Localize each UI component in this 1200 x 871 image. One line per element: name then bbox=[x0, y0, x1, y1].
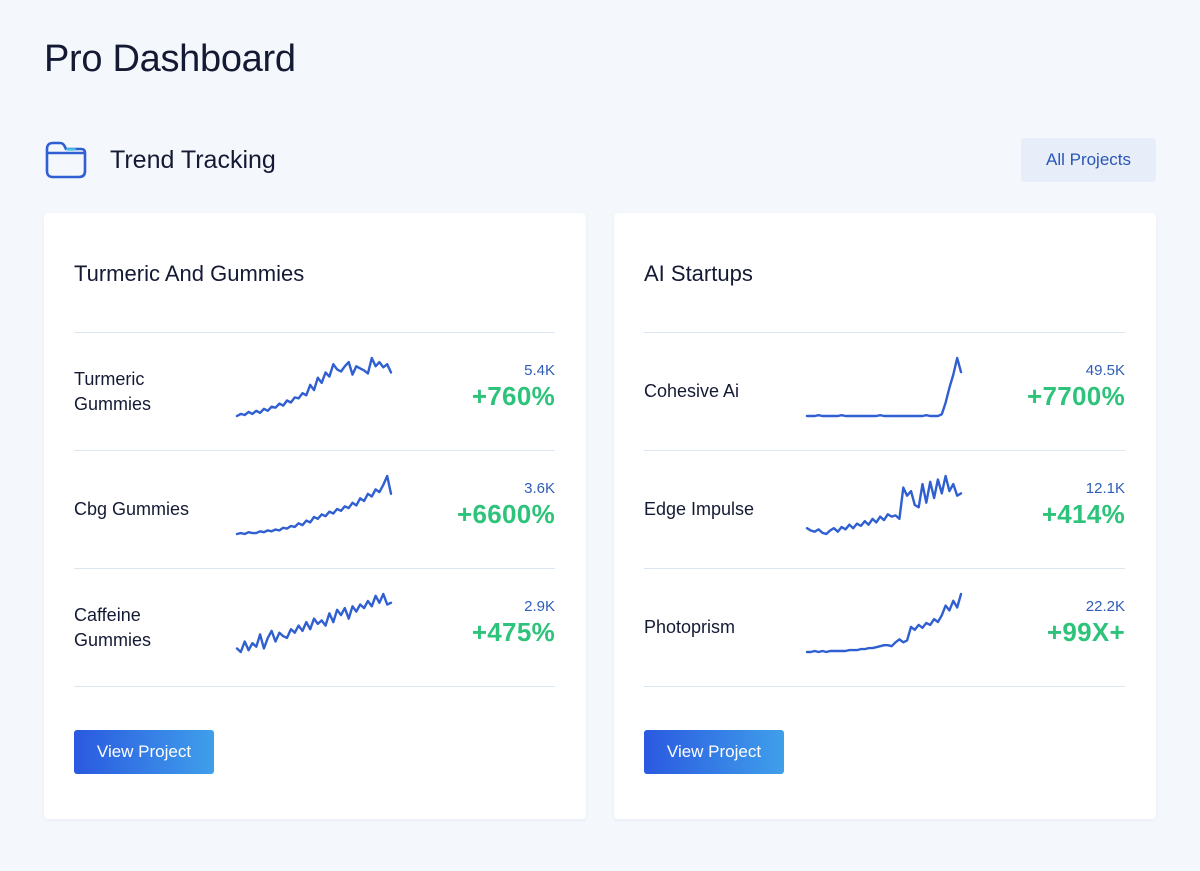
growth-percent: +99X+ bbox=[1046, 616, 1125, 647]
project-card: AI Startups Cohesive Ai 49.5K +7700% Edg… bbox=[614, 213, 1156, 819]
trend-list: Cohesive Ai 49.5K +7700% Edge Impulse 12… bbox=[644, 332, 1125, 687]
trend-values: 3.6K +6600% bbox=[457, 480, 555, 530]
folder-icon bbox=[44, 140, 88, 180]
project-title: Turmeric And Gummies bbox=[74, 261, 305, 286]
search-volume: 12.1K bbox=[1085, 479, 1125, 497]
trend-values: 22.2K +99X+ bbox=[1047, 598, 1125, 648]
trend-row[interactable]: Photoprism 22.2K +99X+ bbox=[644, 569, 1125, 687]
page-title: Pro Dashboard bbox=[44, 38, 296, 80]
trend-name: Photoprism bbox=[644, 617, 736, 637]
growth-percent: +760% bbox=[471, 380, 555, 411]
trend-row[interactable]: Cohesive Ai 49.5K +7700% bbox=[644, 333, 1125, 451]
trend-row[interactable]: Caffeine Gummies 2.9K +475% bbox=[74, 569, 555, 687]
trend-values: 5.4K +760% bbox=[472, 362, 555, 412]
trend-values: 2.9K +475% bbox=[472, 598, 555, 648]
sparkline-chart bbox=[805, 356, 963, 418]
trend-name: Cohesive Ai bbox=[644, 381, 740, 401]
view-project-button[interactable]: View Project bbox=[74, 730, 214, 774]
project-title: AI Startups bbox=[644, 261, 753, 286]
section-title: Trend Tracking bbox=[110, 145, 276, 174]
sparkline-chart bbox=[805, 592, 963, 654]
trend-row[interactable]: Cbg Gummies 3.6K +6600% bbox=[74, 451, 555, 569]
growth-percent: +6600% bbox=[457, 498, 555, 529]
trend-values: 49.5K +7700% bbox=[1027, 362, 1125, 412]
trend-name: Edge Impulse bbox=[644, 499, 755, 519]
trend-list: Turmeric Gummies 5.4K +760% Cbg Gummies … bbox=[74, 332, 555, 687]
growth-percent: +414% bbox=[1041, 498, 1125, 529]
sparkline-chart bbox=[235, 592, 393, 654]
search-volume: 3.6K bbox=[524, 479, 555, 497]
trend-row[interactable]: Turmeric Gummies 5.4K +760% bbox=[74, 333, 555, 451]
section-header: Trend Tracking All Projects bbox=[44, 138, 1156, 182]
trend-name: Caffeine Gummies bbox=[74, 604, 152, 650]
sparkline-chart bbox=[235, 356, 393, 418]
growth-percent: +475% bbox=[471, 616, 555, 647]
search-volume: 49.5K bbox=[1085, 361, 1125, 379]
search-volume: 5.4K bbox=[524, 361, 555, 379]
search-volume: 22.2K bbox=[1085, 597, 1125, 615]
sparkline-series bbox=[805, 592, 963, 654]
sparkline-series bbox=[235, 474, 393, 536]
sparkline-chart bbox=[805, 474, 963, 536]
sparkline-series bbox=[235, 356, 393, 418]
trend-name: Cbg Gummies bbox=[74, 499, 190, 519]
sparkline-series bbox=[805, 474, 963, 536]
sparkline-series bbox=[235, 592, 393, 654]
sparkline-chart bbox=[235, 474, 393, 536]
growth-percent: +7700% bbox=[1027, 380, 1125, 411]
trend-row[interactable]: Edge Impulse 12.1K +414% bbox=[644, 451, 1125, 569]
all-projects-button[interactable]: All Projects bbox=[1021, 138, 1156, 182]
sparkline-series bbox=[805, 356, 963, 418]
project-card: Turmeric And Gummies Turmeric Gummies 5.… bbox=[44, 213, 586, 819]
trend-name: Turmeric Gummies bbox=[74, 368, 152, 414]
search-volume: 2.9K bbox=[524, 597, 555, 615]
trend-values: 12.1K +414% bbox=[1042, 480, 1125, 530]
view-project-button[interactable]: View Project bbox=[644, 730, 784, 774]
